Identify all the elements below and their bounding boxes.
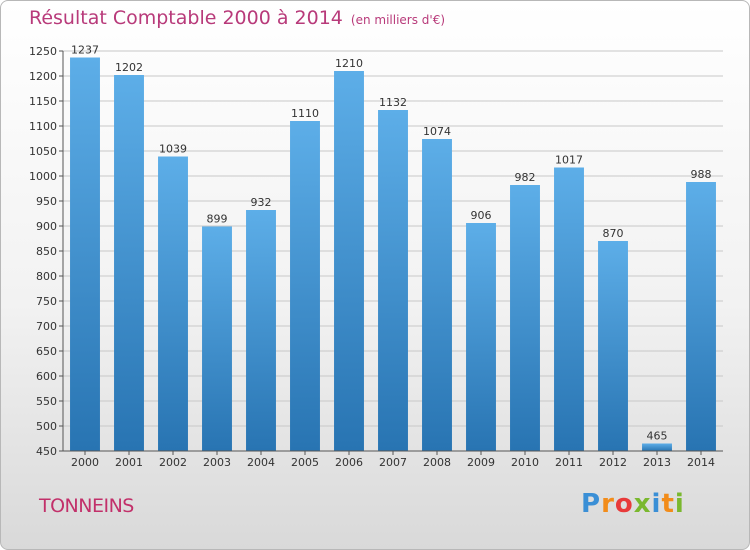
x-tick-label: 2004 bbox=[247, 456, 275, 469]
y-tick-label: 750 bbox=[36, 295, 57, 308]
proxiti-logo[interactable]: Proxiti bbox=[581, 489, 685, 519]
x-tick-label: 2011 bbox=[555, 456, 583, 469]
x-tick-label: 2008 bbox=[423, 456, 451, 469]
x-tick-label: 2009 bbox=[467, 456, 495, 469]
bar bbox=[70, 57, 100, 451]
logo-letter: i bbox=[674, 489, 685, 519]
y-tick-label: 850 bbox=[36, 245, 57, 258]
y-axis: 450 500 550 600 650 700 750 800 850 900 950 1000 105… bbox=[29, 45, 64, 458]
bar-value-label: 1110 bbox=[291, 107, 319, 120]
bar bbox=[642, 443, 672, 451]
bar bbox=[114, 75, 144, 451]
logo-letter: P bbox=[581, 489, 602, 519]
bar-value-label: 1017 bbox=[555, 154, 583, 167]
bar bbox=[554, 167, 584, 451]
x-tick-label: 2000 bbox=[71, 456, 99, 469]
unit-text: (en milliers d'€) bbox=[350, 13, 446, 27]
title-text: Résultat Comptable 2000 à 2014 bbox=[29, 7, 343, 29]
x-tick-label: 2010 bbox=[511, 456, 539, 469]
y-tick-label: 1250 bbox=[29, 45, 57, 58]
bar-value-label: 1074 bbox=[423, 125, 451, 138]
x-tick-label: 2002 bbox=[159, 456, 187, 469]
y-tick-label: 600 bbox=[36, 370, 57, 383]
bar bbox=[466, 223, 496, 451]
bar-value-label: 988 bbox=[691, 168, 712, 181]
bar bbox=[290, 121, 320, 451]
bar bbox=[202, 226, 232, 451]
x-tick-label: 2005 bbox=[291, 456, 319, 469]
bar-value-label: 1210 bbox=[335, 57, 363, 70]
bar-value-label: 1132 bbox=[379, 96, 407, 109]
bar-value-label: 932 bbox=[251, 196, 272, 209]
x-tick-label: 2012 bbox=[599, 456, 627, 469]
bar bbox=[378, 110, 408, 451]
logo-letter: r bbox=[601, 489, 615, 519]
y-tick-label: 800 bbox=[36, 270, 57, 283]
bars: 1237 1202 1039 899 932 1110 1210 1132 1074 906 982… bbox=[70, 44, 716, 451]
y-tick-label: 1000 bbox=[29, 170, 57, 183]
bar bbox=[686, 182, 716, 451]
bar-value-label: 1237 bbox=[71, 44, 99, 57]
x-axis: 2000 2001 2002 2003 2004 2005 2006 2007 2008 2009… bbox=[63, 450, 723, 469]
bar bbox=[510, 185, 540, 451]
y-tick-label: 1200 bbox=[29, 70, 57, 83]
bar bbox=[422, 139, 452, 451]
x-tick-label: 2003 bbox=[203, 456, 231, 469]
x-tick-label: 2006 bbox=[335, 456, 363, 469]
logo-letter: o bbox=[614, 489, 634, 519]
bar-value-label: 870 bbox=[603, 227, 624, 240]
x-tick-label: 2014 bbox=[687, 456, 715, 469]
y-tick-label: 450 bbox=[36, 445, 57, 458]
logo-letter: i bbox=[651, 489, 662, 519]
logo-letter: t bbox=[661, 489, 675, 519]
bar-value-label: 1039 bbox=[159, 143, 187, 156]
y-tick-label: 500 bbox=[36, 420, 57, 433]
x-tick-label: 2001 bbox=[115, 456, 143, 469]
y-tick-label: 700 bbox=[36, 320, 57, 333]
bar bbox=[158, 156, 188, 451]
bar bbox=[334, 71, 364, 451]
bar bbox=[598, 241, 628, 451]
y-tick-label: 1150 bbox=[29, 95, 57, 108]
x-tick-label: 2013 bbox=[643, 456, 671, 469]
chart-title: Résultat Comptable 2000 à 2014 (en millie… bbox=[29, 7, 445, 29]
bar bbox=[246, 210, 276, 451]
bar-value-label: 465 bbox=[647, 430, 668, 443]
y-tick-label: 900 bbox=[36, 220, 57, 233]
x-tick-label: 2007 bbox=[379, 456, 407, 469]
logo-letter: x bbox=[633, 489, 652, 519]
y-tick-label: 950 bbox=[36, 195, 57, 208]
y-tick-label: 1100 bbox=[29, 120, 57, 133]
y-tick-label: 550 bbox=[36, 395, 57, 408]
city-name: TONNEINS bbox=[39, 495, 134, 517]
bar-value-label: 982 bbox=[515, 171, 536, 184]
bar-value-label: 899 bbox=[207, 213, 228, 226]
bar-value-label: 1202 bbox=[115, 61, 143, 74]
y-tick-label: 1050 bbox=[29, 145, 57, 158]
bar-value-label: 906 bbox=[471, 209, 492, 222]
y-tick-label: 650 bbox=[36, 345, 57, 358]
